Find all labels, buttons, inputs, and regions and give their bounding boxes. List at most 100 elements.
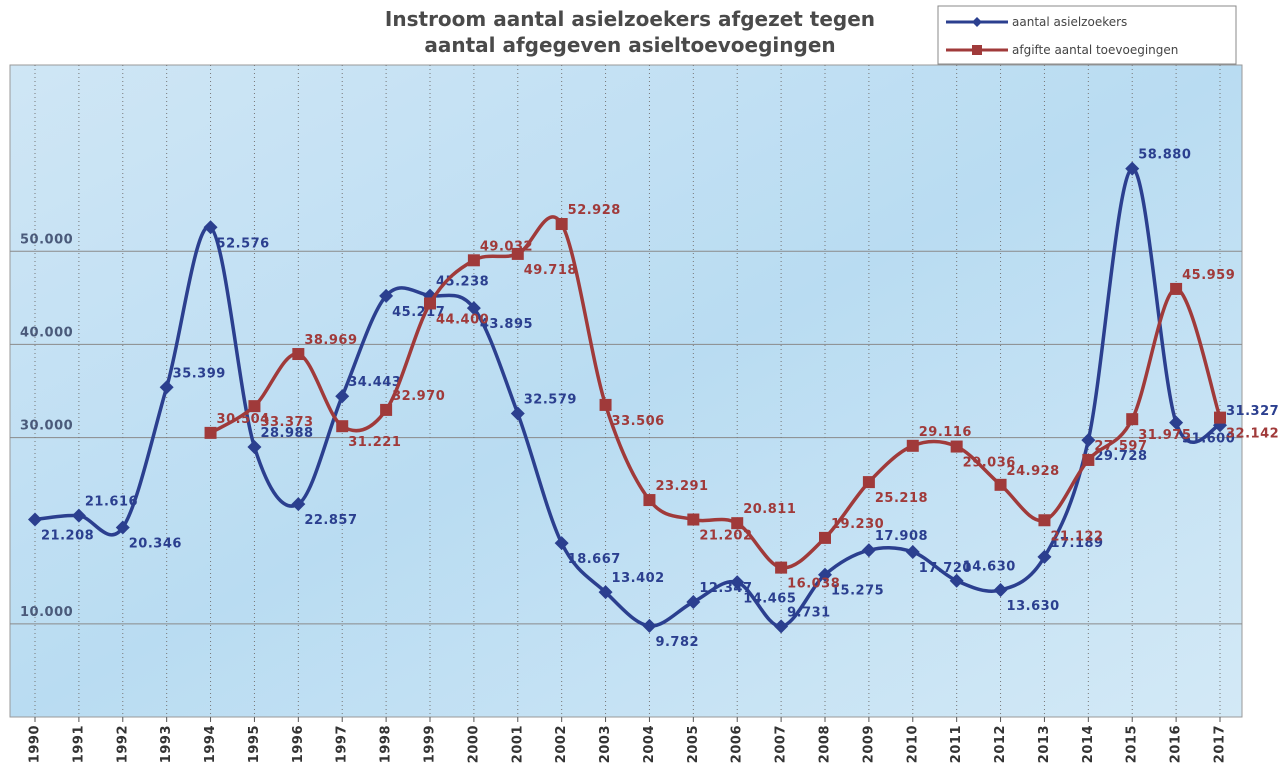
- data-label: 21.208: [41, 528, 94, 543]
- point: [467, 254, 480, 267]
- x-tick-label: 2008: [818, 725, 833, 763]
- chart-title: Instroom aantal asielzoekers afgezet teg…: [384, 7, 876, 57]
- x-tick-label: 1998: [379, 725, 394, 763]
- data-label: 32.970: [392, 389, 445, 404]
- data-label: 29.728: [1094, 449, 1147, 464]
- point: [1126, 413, 1139, 426]
- point: [775, 561, 788, 574]
- data-label: 52.928: [568, 203, 621, 218]
- data-label: 20.811: [743, 502, 796, 517]
- point: [686, 594, 701, 609]
- y-tick-label: 50.000: [20, 232, 73, 247]
- data-label: 21.122: [1050, 529, 1103, 544]
- legend-label: afgifte aantal toevoegingen: [1012, 43, 1178, 57]
- point: [379, 288, 394, 303]
- point: [555, 218, 568, 231]
- x-tick-label: 1992: [115, 725, 130, 763]
- point: [993, 583, 1008, 598]
- point: [687, 513, 700, 526]
- data-label: 23.291: [655, 479, 708, 494]
- legend-box: [937, 5, 1237, 65]
- x-tick-label: 1996: [291, 725, 306, 763]
- point: [774, 619, 789, 634]
- data-label: 33.506: [612, 414, 665, 429]
- data-label: 38.969: [304, 333, 357, 348]
- point: [203, 220, 218, 235]
- point: [599, 398, 612, 411]
- data-label: 13.630: [1007, 599, 1060, 614]
- data-label: 18.667: [568, 552, 621, 567]
- point: [819, 531, 831, 544]
- data-label: 32.142: [1226, 427, 1279, 442]
- data-label: 20.346: [129, 536, 182, 551]
- point: [247, 439, 262, 454]
- x-tick-label: 2011: [949, 725, 964, 763]
- point: [994, 478, 1007, 491]
- data-label: 49.718: [524, 263, 577, 278]
- point: [291, 497, 306, 512]
- x-tick-label: 2002: [554, 725, 569, 763]
- point: [862, 476, 875, 489]
- point: [159, 380, 174, 395]
- x-tick-label: 2004: [642, 725, 657, 763]
- point: [1038, 514, 1051, 527]
- point: [292, 348, 305, 361]
- x-tick-label: 2017: [1213, 725, 1228, 763]
- data-label: 16.038: [787, 577, 840, 592]
- x-tick-label: 2009: [861, 725, 876, 763]
- point: [1214, 411, 1226, 424]
- point: [510, 406, 525, 421]
- point: [818, 567, 832, 582]
- data-label: 44.400: [436, 312, 489, 327]
- point: [861, 543, 876, 558]
- data-label: 49.032: [480, 239, 533, 254]
- data-label: 28.988: [260, 426, 313, 441]
- x-tick-label: 1994: [203, 725, 218, 763]
- legend-label: aantal asielzoekers: [1012, 15, 1127, 29]
- point: [731, 517, 744, 530]
- point: [554, 536, 569, 551]
- x-tick-label: 1993: [159, 725, 174, 763]
- data-label: 15.275: [831, 584, 884, 599]
- data-label: 35.399: [173, 366, 226, 381]
- data-label: 29.036: [963, 456, 1016, 471]
- x-tick-label: 2000: [466, 725, 481, 763]
- legend-marker: [972, 45, 982, 55]
- legend-marker: [972, 17, 982, 27]
- y-tick-label: 30.000: [20, 419, 73, 434]
- data-label: 17.908: [875, 529, 928, 544]
- point: [1037, 549, 1052, 564]
- data-label: 43.895: [480, 317, 533, 332]
- point: [424, 297, 436, 310]
- x-tick-label: 2012: [993, 725, 1008, 763]
- data-label: 29.116: [919, 425, 972, 440]
- data-label: 30.504: [217, 412, 270, 427]
- x-tick-label: 1991: [71, 725, 86, 763]
- data-label: 31.327: [1226, 404, 1279, 419]
- point: [642, 618, 657, 633]
- data-label: 14.630: [963, 560, 1016, 575]
- point: [204, 426, 217, 439]
- data-label: 27.597: [1094, 439, 1147, 454]
- x-tick-label: 2007: [774, 725, 789, 763]
- x-tick-label: 1997: [335, 725, 350, 763]
- point: [950, 440, 963, 453]
- x-tick-label: 2006: [730, 725, 745, 763]
- point: [380, 403, 393, 416]
- point: [1125, 161, 1140, 176]
- point: [949, 573, 964, 588]
- data-label: 9.731: [787, 605, 831, 620]
- x-tick-label: 1995: [247, 725, 262, 763]
- point: [906, 439, 919, 452]
- data-label: 13.402: [612, 571, 665, 586]
- data-label: 34.443: [348, 375, 401, 390]
- point: [71, 508, 86, 523]
- point: [1081, 433, 1096, 448]
- data-label: 31.600: [1182, 432, 1235, 447]
- x-tick-label: 2016: [1169, 725, 1184, 763]
- point: [466, 301, 481, 316]
- data-label: 52.576: [217, 236, 270, 251]
- data-label: 31.975: [1138, 428, 1191, 443]
- data-label: 9.782: [655, 635, 699, 650]
